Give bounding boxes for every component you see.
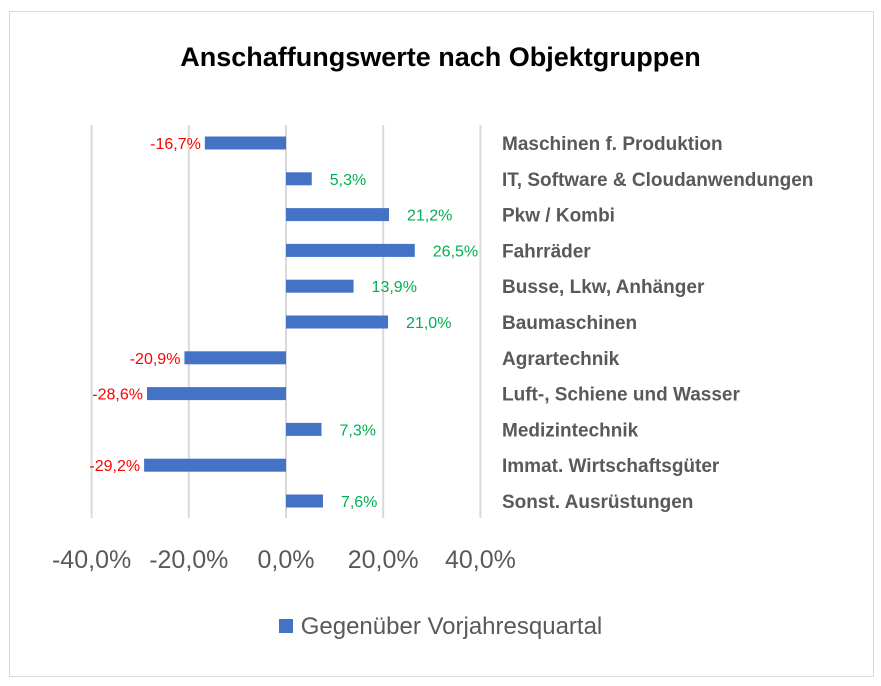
x-tick-label: -40,0% xyxy=(52,546,131,574)
data-label: -29,2% xyxy=(89,458,140,475)
category-label: Sonst. Ausrüstungen xyxy=(502,492,693,513)
data-label: 7,6% xyxy=(341,494,377,511)
legend-label: Gegenüber Vorjahresquartal xyxy=(300,613,603,640)
bar xyxy=(286,208,390,222)
data-label: 7,3% xyxy=(339,422,375,439)
chart-title: Anschaffungswerte nach Objektgruppen xyxy=(180,42,701,72)
data-label: -16,7% xyxy=(150,136,201,153)
chart-frame xyxy=(9,11,874,677)
category-label: Medizintechnik xyxy=(502,420,639,441)
x-tick-label: 40,0% xyxy=(445,546,516,574)
bar xyxy=(286,315,389,329)
x-tick-label: 0,0% xyxy=(258,546,315,574)
data-label: -20,9% xyxy=(130,351,181,368)
category-label: Luft-, Schiene und Wasser xyxy=(502,385,740,406)
category-label: Fahrräder xyxy=(502,241,591,262)
bar xyxy=(286,494,323,508)
category-label: Maschinen f. Produktion xyxy=(502,134,723,155)
category-label: Pkw / Kombi xyxy=(502,206,615,227)
bar xyxy=(286,279,354,293)
data-label: 5,3% xyxy=(330,172,366,189)
data-label: -28,6% xyxy=(92,387,143,404)
category-label: Immat. Wirtschaftsgüter xyxy=(502,456,720,477)
category-label: Baumaschinen xyxy=(502,313,637,334)
bar xyxy=(286,243,415,257)
x-tick-label: 20,0% xyxy=(348,546,419,574)
data-label: 26,5% xyxy=(433,243,478,260)
category-label: IT, Software & Cloudanwendungen xyxy=(502,170,813,191)
data-label: 13,9% xyxy=(372,279,417,296)
bar xyxy=(144,458,286,472)
legend-swatch xyxy=(278,618,293,633)
bar xyxy=(286,422,322,436)
category-label: Busse, Lkw, Anhänger xyxy=(502,277,705,298)
data-label: 21,0% xyxy=(406,315,451,332)
bar xyxy=(147,387,286,401)
data-label: 21,2% xyxy=(407,208,452,225)
bar xyxy=(286,172,312,186)
bar xyxy=(204,136,286,150)
bar xyxy=(184,351,286,365)
category-label: Agrartechnik xyxy=(502,349,620,370)
chart-legend: Gegenüber Vorjahresquartal xyxy=(0,613,881,641)
x-tick-label: -20,0% xyxy=(149,546,228,574)
